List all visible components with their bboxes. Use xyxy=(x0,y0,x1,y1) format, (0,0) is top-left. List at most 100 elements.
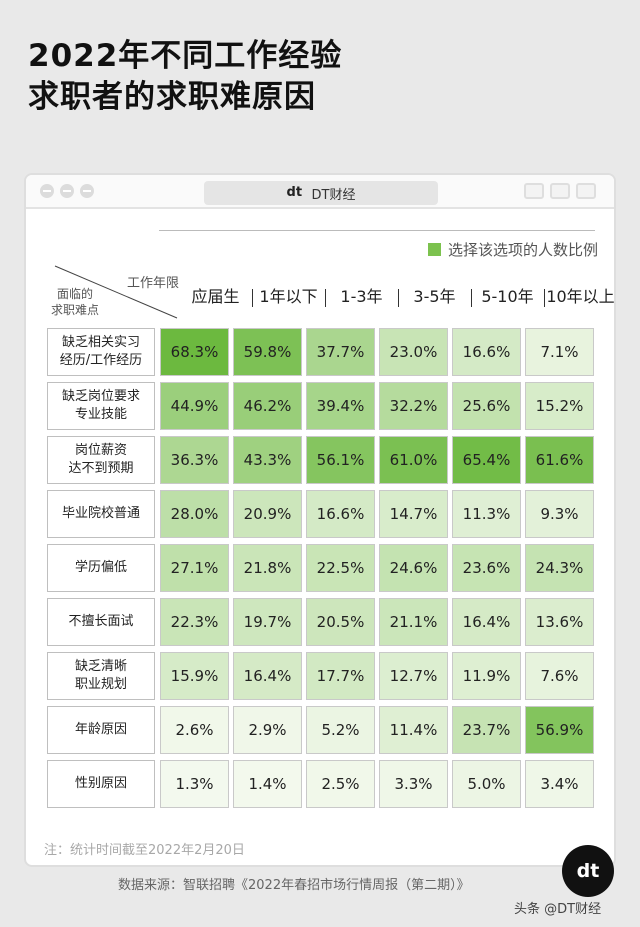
heatmap-cell: 59.8% xyxy=(233,328,302,376)
corner-diagonal xyxy=(54,265,178,319)
heatmap-cell: 68.3% xyxy=(160,328,229,376)
table-header: 工作年限 面临的 求职难点 应届生 1年以下 1-3年 3-5年 5-10年 10年以上 xyxy=(47,264,614,320)
column-separator xyxy=(544,289,545,307)
row-label: 学历偏低 xyxy=(47,544,155,592)
heatmap-cell: 32.2% xyxy=(379,382,448,430)
heatmap-cell: 43.3% xyxy=(233,436,302,484)
heatmap-cell: 13.6% xyxy=(525,598,594,646)
column-separator xyxy=(398,289,399,307)
column-header: 1-3年 xyxy=(340,287,383,306)
heatmap-cell: 16.4% xyxy=(452,598,521,646)
heatmap-cell: 61.6% xyxy=(525,436,594,484)
heatmap-cell: 24.3% xyxy=(525,544,594,592)
header-rule xyxy=(159,230,595,231)
heatmap-cell: 11.9% xyxy=(452,652,521,700)
dt-badge-icon: dt xyxy=(562,845,614,897)
row-label: 毕业院校普通 xyxy=(47,490,155,538)
heatmap-cell: 7.6% xyxy=(525,652,594,700)
dt-logo-icon: dt xyxy=(286,185,303,200)
row-label: 缺乏清晰 职业规划 xyxy=(47,652,155,700)
brand-name: DT财经 xyxy=(311,187,356,203)
corner-column-label: 工作年限 xyxy=(127,276,180,291)
browser-window: dt DT财经 选择该选项的人数比例 工作年限 面临的 求职难点 应届生 1年以下… xyxy=(24,173,616,867)
column-header: 应届生 xyxy=(191,287,240,306)
legend-swatch xyxy=(428,243,441,256)
maximize-icon[interactable] xyxy=(80,184,94,198)
heatmap-cell: 5.0% xyxy=(452,760,521,808)
column-separator xyxy=(252,289,253,307)
heatmap-cell: 1.4% xyxy=(233,760,302,808)
page-title-line1: 2022年不同工作经验 xyxy=(28,38,343,74)
legend-label: 选择该选项的人数比例 xyxy=(448,241,599,259)
heatmap-cell: 16.6% xyxy=(452,328,521,376)
heatmap-cell: 3.3% xyxy=(379,760,448,808)
heatmap-cell: 23.0% xyxy=(379,328,448,376)
home-icon[interactable] xyxy=(550,183,570,199)
column-header: 5-10年 xyxy=(481,287,534,306)
heatmap-cell: 61.0% xyxy=(379,436,448,484)
record-icon[interactable] xyxy=(524,183,544,199)
column-header: 1年以下 xyxy=(259,287,318,306)
heatmap-cell: 65.4% xyxy=(452,436,521,484)
heatmap-cell: 15.2% xyxy=(525,382,594,430)
heatmap-cell: 17.7% xyxy=(306,652,375,700)
heatmap-cell: 1.3% xyxy=(160,760,229,808)
heatmap-cell: 16.6% xyxy=(306,490,375,538)
heatmap-cell: 19.7% xyxy=(233,598,302,646)
heatmap-cell: 44.9% xyxy=(160,382,229,430)
column-header: 3-5年 xyxy=(413,287,456,306)
column-headers: 应届生 1年以下 1-3年 3-5年 5-10年 10年以上 xyxy=(179,286,615,308)
heatmap-cell: 23.7% xyxy=(452,706,521,754)
heatmap-cell: 39.4% xyxy=(306,382,375,430)
row-label: 缺乏相关实习 经历/工作经历 xyxy=(47,328,155,376)
heatmap-cell: 21.1% xyxy=(379,598,448,646)
watermark: 头条 @DT财经 xyxy=(514,902,602,917)
heatmap-cell: 23.6% xyxy=(452,544,521,592)
heatmap-cell: 22.5% xyxy=(306,544,375,592)
column-separator xyxy=(471,289,472,307)
heatmap-cell: 16.4% xyxy=(233,652,302,700)
row-label: 岗位薪资 达不到预期 xyxy=(47,436,155,484)
heatmap-cell: 7.1% xyxy=(525,328,594,376)
heatmap-cell: 11.4% xyxy=(379,706,448,754)
page-title: 2022年不同工作经验 求职者的求职难原因 xyxy=(28,36,588,118)
heatmap-cell: 21.8% xyxy=(233,544,302,592)
heatmap-cell: 2.5% xyxy=(306,760,375,808)
heatmap-cell: 56.1% xyxy=(306,436,375,484)
heatmap-cell: 9.3% xyxy=(525,490,594,538)
heatmap-cell: 5.2% xyxy=(306,706,375,754)
heatmap-cell: 20.9% xyxy=(233,490,302,538)
heatmap-cell: 15.9% xyxy=(160,652,229,700)
heatmap-cell: 28.0% xyxy=(160,490,229,538)
row-label: 年龄原因 xyxy=(47,706,155,754)
heatmap-cell: 46.2% xyxy=(233,382,302,430)
footnote: 注：统计时间截至2022年2月20日 xyxy=(44,843,245,858)
row-label: 不擅长面试 xyxy=(47,598,155,646)
heatmap-cell: 14.7% xyxy=(379,490,448,538)
page-title-line2: 求职者的求职难原因 xyxy=(28,79,316,115)
copy-icon[interactable] xyxy=(576,183,596,199)
column-separator xyxy=(325,289,326,307)
minimize-icon[interactable] xyxy=(60,184,74,198)
legend: 选择该选项的人数比例 xyxy=(428,239,598,260)
heatmap-cell: 22.3% xyxy=(160,598,229,646)
row-label: 缺乏岗位要求 专业技能 xyxy=(47,382,155,430)
address-bar[interactable]: dt DT财经 xyxy=(204,181,438,205)
close-icon[interactable] xyxy=(40,184,54,198)
heatmap-cell: 11.3% xyxy=(452,490,521,538)
heatmap-cell: 20.5% xyxy=(306,598,375,646)
heatmap-cell: 36.3% xyxy=(160,436,229,484)
data-source: 数据来源：智联招聘《2022年春招市场行情周报（第二期）》 xyxy=(118,878,470,893)
heatmap-cell: 24.6% xyxy=(379,544,448,592)
heatmap-cell: 2.9% xyxy=(233,706,302,754)
heatmap-cell: 12.7% xyxy=(379,652,448,700)
row-label: 性别原因 xyxy=(47,760,155,808)
heatmap-cell: 2.6% xyxy=(160,706,229,754)
heatmap-cell: 56.9% xyxy=(525,706,594,754)
column-header: 10年以上 xyxy=(546,287,615,306)
heatmap-cell: 27.1% xyxy=(160,544,229,592)
corner-row-label: 面临的 求职难点 xyxy=(51,287,100,317)
heatmap-cell: 3.4% xyxy=(525,760,594,808)
window-titlebar: dt DT财经 xyxy=(26,175,614,209)
heatmap-cell: 37.7% xyxy=(306,328,375,376)
